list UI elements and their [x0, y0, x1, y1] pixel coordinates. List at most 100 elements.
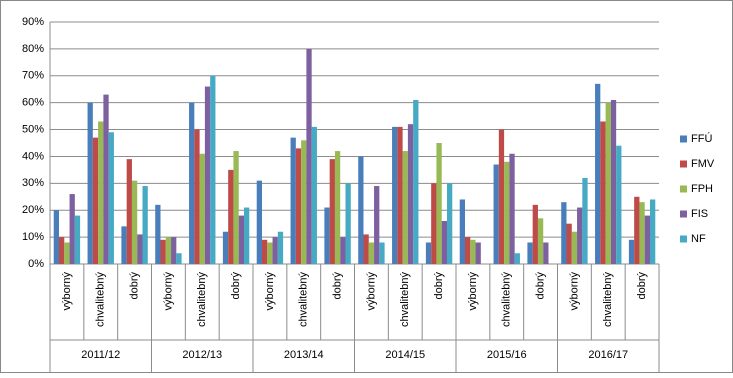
bar: [290, 137, 296, 264]
bar: [64, 242, 70, 264]
legend-swatch: [680, 135, 687, 143]
bar: [131, 180, 138, 264]
bar: [92, 137, 99, 264]
x-tick-label: chvalitebný: [298, 272, 310, 328]
bar: [53, 210, 59, 264]
y-tick-label: 10%: [22, 231, 44, 243]
x-tick-label: dobrý: [230, 272, 242, 300]
legend-label: NF: [691, 233, 706, 245]
x-tick-label: dobrý: [534, 272, 546, 300]
group-label: 2014/15: [385, 349, 425, 361]
y-tick-label: 30%: [22, 177, 44, 189]
x-tick-label: dobrý: [433, 272, 445, 300]
bar: [561, 202, 567, 264]
bar: [244, 207, 250, 264]
bar: [514, 253, 520, 264]
y-tick-label: 0%: [28, 258, 44, 270]
bar: [413, 99, 419, 264]
bar: [126, 159, 132, 264]
group-label: 2011/12: [81, 349, 120, 361]
x-tick-label: výborný: [162, 272, 174, 311]
bar: [571, 231, 578, 264]
legend-swatch: [680, 160, 687, 168]
bar: [639, 202, 645, 264]
legend-label: FIS: [691, 208, 708, 220]
x-tick-label: chvalitebný: [602, 272, 614, 328]
x-tick-label: chvalitebný: [95, 272, 107, 328]
legend-label: FFÚ: [691, 132, 712, 145]
bar: [459, 199, 465, 264]
bar: [595, 83, 601, 264]
y-tick-label: 80%: [22, 43, 44, 55]
bar: [441, 220, 448, 264]
bar: [324, 207, 330, 264]
bar: [267, 242, 273, 264]
bar: [233, 151, 239, 264]
bar: [222, 231, 229, 264]
bar: [600, 121, 606, 264]
x-tick-label: chvalitebný: [501, 272, 513, 328]
x-tick-label: výborný: [61, 272, 73, 311]
bar: [358, 156, 364, 264]
bar: [532, 204, 538, 264]
bar: [397, 126, 403, 264]
bar: [103, 94, 109, 264]
group-label: 2016/17: [588, 349, 628, 361]
bar: [610, 99, 617, 264]
bar: [475, 242, 481, 264]
bar: [142, 186, 148, 264]
x-tick-label: výborný: [568, 272, 580, 311]
bar: [272, 237, 278, 264]
bar: [379, 242, 385, 264]
bar: [374, 186, 380, 264]
bar: [87, 102, 93, 265]
bar: [436, 143, 442, 264]
x-tick-label: chvalitebný: [399, 272, 411, 328]
bar: [566, 223, 572, 264]
bar: [261, 239, 268, 264]
bar: [644, 215, 651, 264]
legend-label: FMV: [691, 158, 715, 170]
bar: [58, 237, 65, 264]
bar: [407, 124, 414, 264]
x-tick-label: dobrý: [331, 272, 343, 300]
bar: [165, 237, 172, 264]
x-tick-label: chvalitebný: [196, 272, 208, 328]
bar: [345, 183, 351, 264]
bar: [160, 239, 166, 264]
bar: [582, 177, 588, 264]
x-tick-label: výborný: [264, 272, 276, 311]
legend-swatch: [680, 210, 687, 218]
legend-swatch: [680, 185, 687, 193]
x-tick-label: dobrý: [128, 272, 140, 300]
bar: [171, 237, 177, 264]
bar: [98, 121, 104, 264]
bar: [363, 234, 369, 264]
bar: [368, 242, 375, 264]
bar: [504, 161, 510, 264]
group-label: 2015/16: [487, 349, 527, 361]
bar: [155, 204, 161, 264]
bar: [464, 237, 471, 264]
bar: [650, 199, 656, 264]
y-tick-label: 70%: [22, 70, 44, 82]
legend-swatch: [680, 235, 687, 243]
bar: [306, 48, 312, 265]
bar: [176, 253, 182, 264]
bar: [402, 151, 408, 264]
bar: [447, 183, 453, 264]
bar: [543, 242, 549, 264]
group-label: 2013/14: [284, 349, 324, 361]
bar: [616, 145, 622, 264]
x-tick-label: dobrý: [636, 272, 648, 300]
y-tick-label: 50%: [22, 123, 44, 135]
bar: [228, 169, 234, 264]
bar: [210, 75, 216, 265]
bar: [628, 239, 635, 264]
x-tick-label: výborný: [365, 272, 377, 311]
bar: [392, 126, 398, 264]
bar: [431, 183, 437, 264]
legend-label: FPH: [691, 183, 713, 195]
bar: [311, 126, 317, 264]
